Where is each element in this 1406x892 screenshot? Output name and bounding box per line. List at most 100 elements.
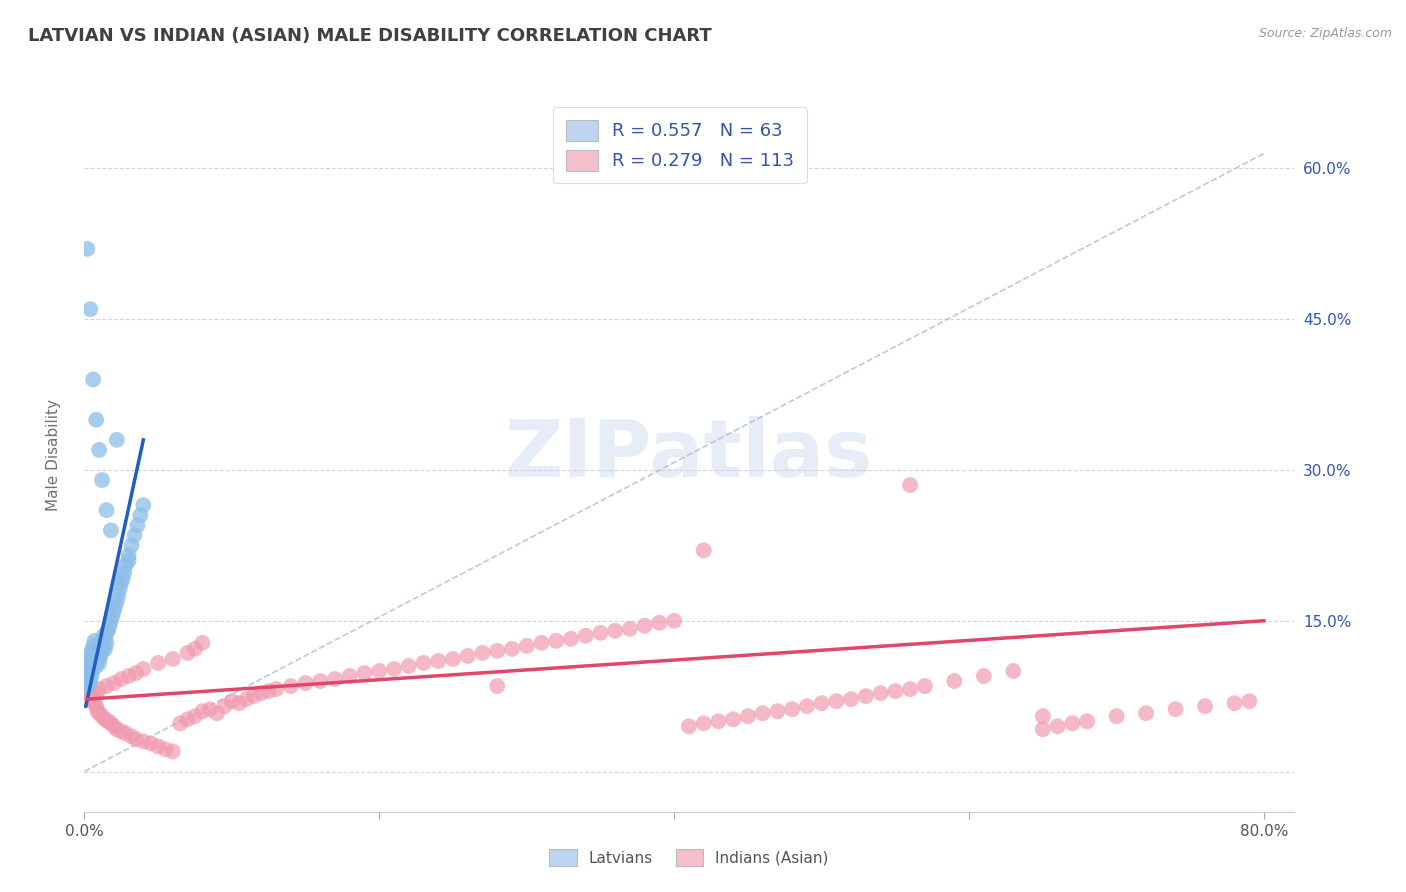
Point	[121, 538, 143, 552]
Point	[121, 729, 143, 743]
Point	[221, 694, 243, 708]
Point	[79, 654, 101, 668]
Point	[796, 699, 818, 714]
Point	[323, 672, 346, 686]
Point	[214, 699, 236, 714]
Point	[84, 413, 107, 427]
Point	[898, 478, 921, 492]
Point	[198, 702, 221, 716]
Point	[82, 662, 104, 676]
Point	[94, 641, 117, 656]
Point	[139, 736, 162, 750]
Point	[100, 716, 122, 731]
Point	[93, 639, 115, 653]
Point	[692, 716, 714, 731]
Point	[107, 589, 129, 603]
Point	[86, 704, 108, 718]
Point	[546, 633, 568, 648]
Point	[560, 632, 582, 646]
Point	[132, 662, 155, 676]
Point	[77, 659, 100, 673]
Point	[162, 744, 184, 758]
Point	[87, 706, 110, 721]
Point	[382, 662, 405, 676]
Point	[86, 641, 108, 656]
Point	[243, 689, 266, 703]
Point	[1194, 699, 1216, 714]
Point	[84, 644, 107, 658]
Point	[250, 686, 273, 700]
Text: ZIPatlas: ZIPatlas	[505, 416, 873, 494]
Point	[751, 706, 773, 721]
Point	[83, 696, 105, 710]
Point	[110, 724, 132, 739]
Point	[112, 566, 135, 580]
Point	[79, 676, 101, 690]
Point	[76, 679, 98, 693]
Point	[82, 372, 104, 386]
Point	[1002, 664, 1025, 678]
Point	[516, 639, 538, 653]
Point	[82, 648, 104, 663]
Point	[884, 684, 907, 698]
Point	[80, 689, 103, 703]
Point	[737, 709, 759, 723]
Point	[94, 632, 117, 646]
Point	[77, 648, 100, 663]
Point	[104, 599, 127, 613]
Point	[93, 629, 115, 643]
Point	[707, 714, 730, 729]
Point	[1046, 719, 1069, 733]
Point	[1223, 696, 1246, 710]
Point	[1164, 702, 1187, 716]
Point	[235, 692, 257, 706]
Point	[486, 644, 509, 658]
Point	[973, 669, 995, 683]
Point	[1062, 716, 1084, 731]
Point	[82, 639, 104, 653]
Point	[83, 646, 105, 660]
Point	[103, 719, 125, 733]
Point	[90, 639, 112, 653]
Point	[155, 742, 177, 756]
Point	[100, 614, 122, 628]
Point	[83, 654, 105, 668]
Point	[105, 593, 128, 607]
Point	[309, 674, 332, 689]
Point	[228, 696, 250, 710]
Point	[441, 652, 464, 666]
Point	[129, 508, 152, 523]
Point	[80, 644, 103, 658]
Point	[412, 656, 434, 670]
Point	[77, 682, 100, 697]
Point	[97, 624, 120, 638]
Point	[457, 648, 479, 663]
Point	[353, 666, 375, 681]
Point	[368, 664, 391, 678]
Point	[87, 442, 110, 457]
Point	[146, 656, 169, 670]
Point	[132, 498, 155, 512]
Point	[766, 704, 789, 718]
Point	[184, 641, 207, 656]
Point	[77, 692, 100, 706]
Point	[839, 692, 862, 706]
Point	[117, 549, 139, 563]
Point	[530, 636, 553, 650]
Text: LATVIAN VS INDIAN (ASIAN) MALE DISABILITY CORRELATION CHART: LATVIAN VS INDIAN (ASIAN) MALE DISABILIT…	[28, 27, 711, 45]
Point	[825, 694, 848, 708]
Text: Source: ZipAtlas.com: Source: ZipAtlas.com	[1258, 27, 1392, 40]
Point	[101, 608, 124, 623]
Point	[82, 692, 104, 706]
Point	[96, 503, 118, 517]
Point	[110, 575, 132, 590]
Point	[339, 669, 361, 683]
Point	[678, 719, 700, 733]
Point	[125, 666, 148, 681]
Point	[124, 528, 146, 542]
Point	[97, 714, 120, 729]
Point	[108, 582, 131, 596]
Point	[79, 302, 101, 317]
Point	[257, 684, 280, 698]
Point	[114, 726, 136, 740]
